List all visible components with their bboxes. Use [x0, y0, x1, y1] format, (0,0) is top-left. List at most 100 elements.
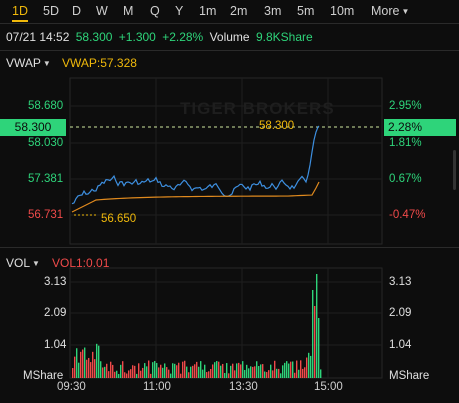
pct-level-1: 2.95%	[389, 100, 422, 112]
volume-label: Volume	[209, 30, 250, 44]
volume-bar	[192, 365, 194, 378]
tab-q[interactable]: Q	[150, 4, 160, 18]
volume-bar	[198, 366, 200, 378]
volume-bar	[194, 364, 196, 378]
volume-bar	[210, 368, 212, 378]
volume-bar	[138, 363, 140, 378]
tab-2m[interactable]: 2m	[230, 4, 248, 18]
tabs-divider	[0, 23, 459, 24]
volume-bar	[182, 361, 184, 378]
chevron-down-icon: ▼	[401, 7, 410, 16]
volume-bar	[280, 373, 282, 378]
quote-change-pct: +2.28%	[162, 30, 204, 44]
volume-bar	[318, 318, 320, 378]
volume-bar	[268, 370, 270, 378]
tab-10m[interactable]: 10m	[330, 4, 355, 18]
volume-bar	[86, 359, 88, 378]
volume-indicator-label: VOL	[6, 256, 31, 270]
volume-bar	[150, 373, 152, 378]
current-price-badge: 58.300	[0, 119, 66, 136]
pct-level-4: -0.47%	[389, 209, 426, 221]
volume-bar	[270, 364, 272, 378]
vol-level-3-left: 1.04	[44, 339, 67, 351]
tab-5d[interactable]: 5D	[43, 4, 59, 18]
chevron-down-icon: ▼	[42, 59, 51, 68]
info-divider	[0, 50, 459, 51]
volume-bar	[212, 364, 214, 378]
period-tabs: 1D 5D D W M Q Y 1m 2m 3m 5m 10m More ▼	[0, 0, 459, 22]
volume-bar	[266, 372, 268, 378]
current-pct-badge: 2.28%	[384, 119, 456, 136]
vol-level-2-right: 2.09	[389, 307, 412, 319]
chevron-down-icon: ▼	[32, 259, 40, 268]
more-menu-button[interactable]: More ▼	[371, 3, 409, 19]
volume-bar	[118, 373, 120, 378]
volume-bar	[72, 368, 74, 378]
volume-bar	[126, 373, 128, 378]
volume-indicator-selector[interactable]: VOL ▼	[6, 256, 40, 270]
volume-bar	[102, 367, 104, 378]
volume-bar	[222, 363, 224, 378]
quote-time: 07/21 14:52	[6, 30, 70, 44]
volume-bar	[264, 371, 266, 378]
volume-bar	[128, 370, 130, 378]
volume-bar	[258, 366, 260, 378]
volume-bar	[314, 306, 316, 378]
volume-bar	[308, 352, 310, 378]
volume-bar	[90, 362, 92, 378]
volume-bar	[152, 362, 154, 378]
volume-bar	[272, 370, 274, 378]
vol-level-2-left: 2.09	[44, 307, 67, 319]
volume-bar	[284, 362, 286, 378]
tab-1m[interactable]: 1m	[199, 4, 217, 18]
volume-bar	[292, 361, 294, 378]
volume-bar	[82, 349, 84, 378]
volume-bar	[134, 365, 136, 378]
volume-bar	[176, 365, 178, 378]
volume-bar	[174, 363, 176, 378]
volume-bar	[244, 369, 246, 378]
volume-bar	[290, 361, 292, 378]
volume-bar	[162, 367, 164, 378]
volume-bar	[76, 348, 78, 378]
volume-bar	[306, 357, 308, 378]
volume-bar	[100, 361, 102, 378]
volume-bar	[166, 367, 168, 378]
volume-bar	[110, 361, 112, 378]
pct-level-3: 0.67%	[389, 173, 422, 185]
tab-w[interactable]: W	[96, 4, 108, 18]
volume-bar	[296, 360, 298, 378]
price-grid-frame	[69, 77, 383, 245]
tab-d[interactable]: D	[72, 4, 82, 18]
tab-m[interactable]: M	[123, 4, 134, 18]
volume-bar	[168, 369, 170, 378]
scrollbar[interactable]	[453, 150, 456, 190]
indicator-selector[interactable]: VWAP ▼	[6, 56, 51, 70]
volume-bar	[232, 363, 234, 378]
tab-3m[interactable]: 3m	[264, 4, 282, 18]
volume-bar	[160, 364, 162, 378]
volume-bar	[320, 369, 322, 378]
tab-5m[interactable]: 5m	[297, 4, 315, 18]
volume-bar	[250, 366, 252, 378]
vol-value: VOL1:0.01	[52, 256, 110, 270]
volume-bar	[316, 274, 318, 378]
volume-bar	[164, 363, 166, 378]
volume-bar	[108, 371, 110, 378]
quote-info: 07/21 14:52 58.300 +1.300 +2.28% Volume …	[6, 30, 316, 46]
volume-bar	[146, 366, 148, 378]
volume-bar	[154, 361, 156, 378]
volume-bar	[120, 364, 122, 378]
tab-y[interactable]: Y	[175, 4, 184, 18]
price-line	[71, 125, 320, 205]
volume-bar	[230, 365, 232, 378]
price-level-2: 58.030	[28, 137, 64, 149]
volume-bar	[96, 343, 98, 378]
vwap-line	[71, 181, 320, 213]
vol-level-1-right: 3.13	[389, 276, 412, 288]
tab-1d[interactable]: 1D	[12, 4, 28, 22]
volume-bar	[310, 355, 312, 378]
volume-bar	[262, 364, 264, 378]
volume-bar	[184, 360, 186, 378]
